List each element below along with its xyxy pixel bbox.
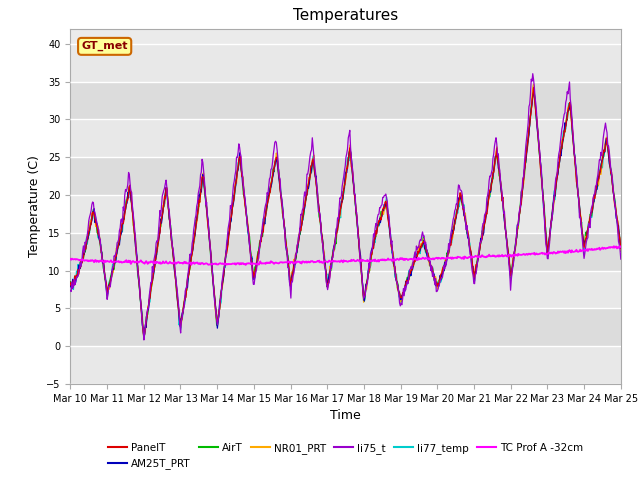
Bar <box>70 271 621 309</box>
Bar <box>70 195 621 233</box>
Text: GT_met: GT_met <box>81 41 128 51</box>
Y-axis label: Temperature (C): Temperature (C) <box>28 156 41 257</box>
Bar <box>70 120 621 157</box>
Legend: PanelT, AM25T_PRT, AirT, NR01_PRT, li75_t, li77_temp, TC Prof A -32cm: PanelT, AM25T_PRT, AirT, NR01_PRT, li75_… <box>104 439 588 473</box>
Title: Temperatures: Temperatures <box>293 9 398 24</box>
X-axis label: Time: Time <box>330 409 361 422</box>
Bar <box>70 309 621 346</box>
Bar <box>70 233 621 271</box>
Bar <box>70 44 621 82</box>
Bar <box>70 157 621 195</box>
Bar <box>70 82 621 120</box>
Bar <box>70 346 621 384</box>
